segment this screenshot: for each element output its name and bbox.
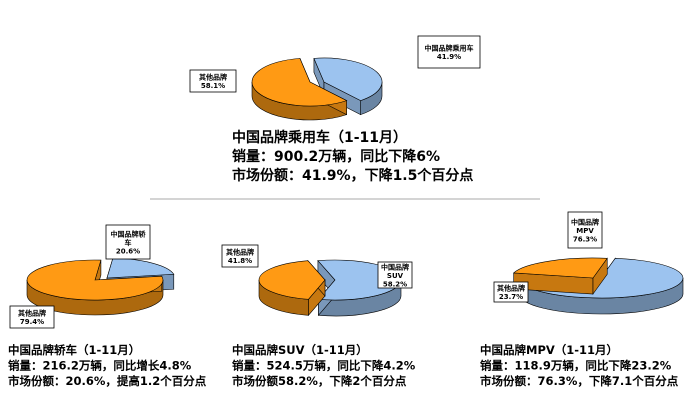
chart-caption-line: 市场份额：41.9%，下降1.5个百分点 (232, 167, 473, 184)
data-label-value: 58.1% (201, 82, 225, 90)
data-label-value: 76.3% (573, 235, 597, 243)
chart-caption-line: 市场份额58.2%，下降2个百分点 (232, 374, 407, 388)
chart-caption-line: 中国品牌轿车（1-11月） (8, 343, 140, 357)
data-label-category: SUV (387, 272, 404, 280)
data-label-box (417, 35, 481, 69)
data-label-box (567, 211, 603, 249)
chart-caption-line: 市场份额：76.3%，下降7.1个百分点 (480, 374, 679, 388)
data-label-value: 58.2% (383, 280, 407, 288)
data-label-box (105, 224, 151, 260)
data-label-category: 车 (125, 238, 132, 247)
chart-caption-line: 销量：900.2万辆，同比下降6% (232, 148, 440, 165)
data-label-value: 41.9% (437, 53, 461, 61)
data-label-category: 其他品牌 (18, 309, 46, 318)
data-label-box (493, 281, 529, 303)
data-label-box (9, 305, 55, 329)
data-label-value: 20.6% (116, 247, 140, 255)
pie-slice (251, 58, 348, 107)
data-label-category: 中国品牌 (571, 217, 599, 226)
data-label-value: 41.8% (228, 257, 252, 265)
data-label-category: 其他品牌 (226, 248, 254, 257)
chart-caption-line: 中国品牌乘用车（1-11月） (232, 129, 407, 146)
data-label-category: MPV (576, 227, 594, 235)
data-label-category: 中国品牌 (381, 262, 409, 271)
chart-caption-line: 销量：216.2万辆，同比增长4.8% (8, 359, 192, 373)
data-label-box (377, 261, 413, 289)
data-label-value: 23.7% (499, 293, 523, 301)
chart-caption-line: 中国品牌SUV（1-11月） (232, 343, 368, 357)
pie-slice (26, 259, 164, 301)
pie-slice (512, 257, 608, 279)
chart-caption-line: 销量：118.9万辆，同比下降23.2% (480, 359, 672, 373)
pie-slice (313, 57, 383, 101)
data-label-category: 其他品牌 (199, 73, 227, 82)
data-label-category: 中国品牌乘用车 (425, 44, 474, 53)
data-label-box (189, 69, 237, 93)
data-label-value: 79.4% (20, 318, 44, 326)
pie-slice (258, 260, 326, 300)
chart-caption-line: 中国品牌MPV（1-11月） (480, 343, 618, 357)
pie-slice (106, 257, 175, 279)
data-label-category: 中国品牌轿 (111, 229, 147, 238)
data-label-category: 其他品牌 (497, 284, 525, 293)
data-label-box (221, 244, 259, 268)
chart-caption-line: 销量：524.5万辆，同比下降4.2% (232, 359, 416, 373)
chart-caption-line: 市场份额：20.6%，提高1.2个百分点 (8, 374, 207, 388)
